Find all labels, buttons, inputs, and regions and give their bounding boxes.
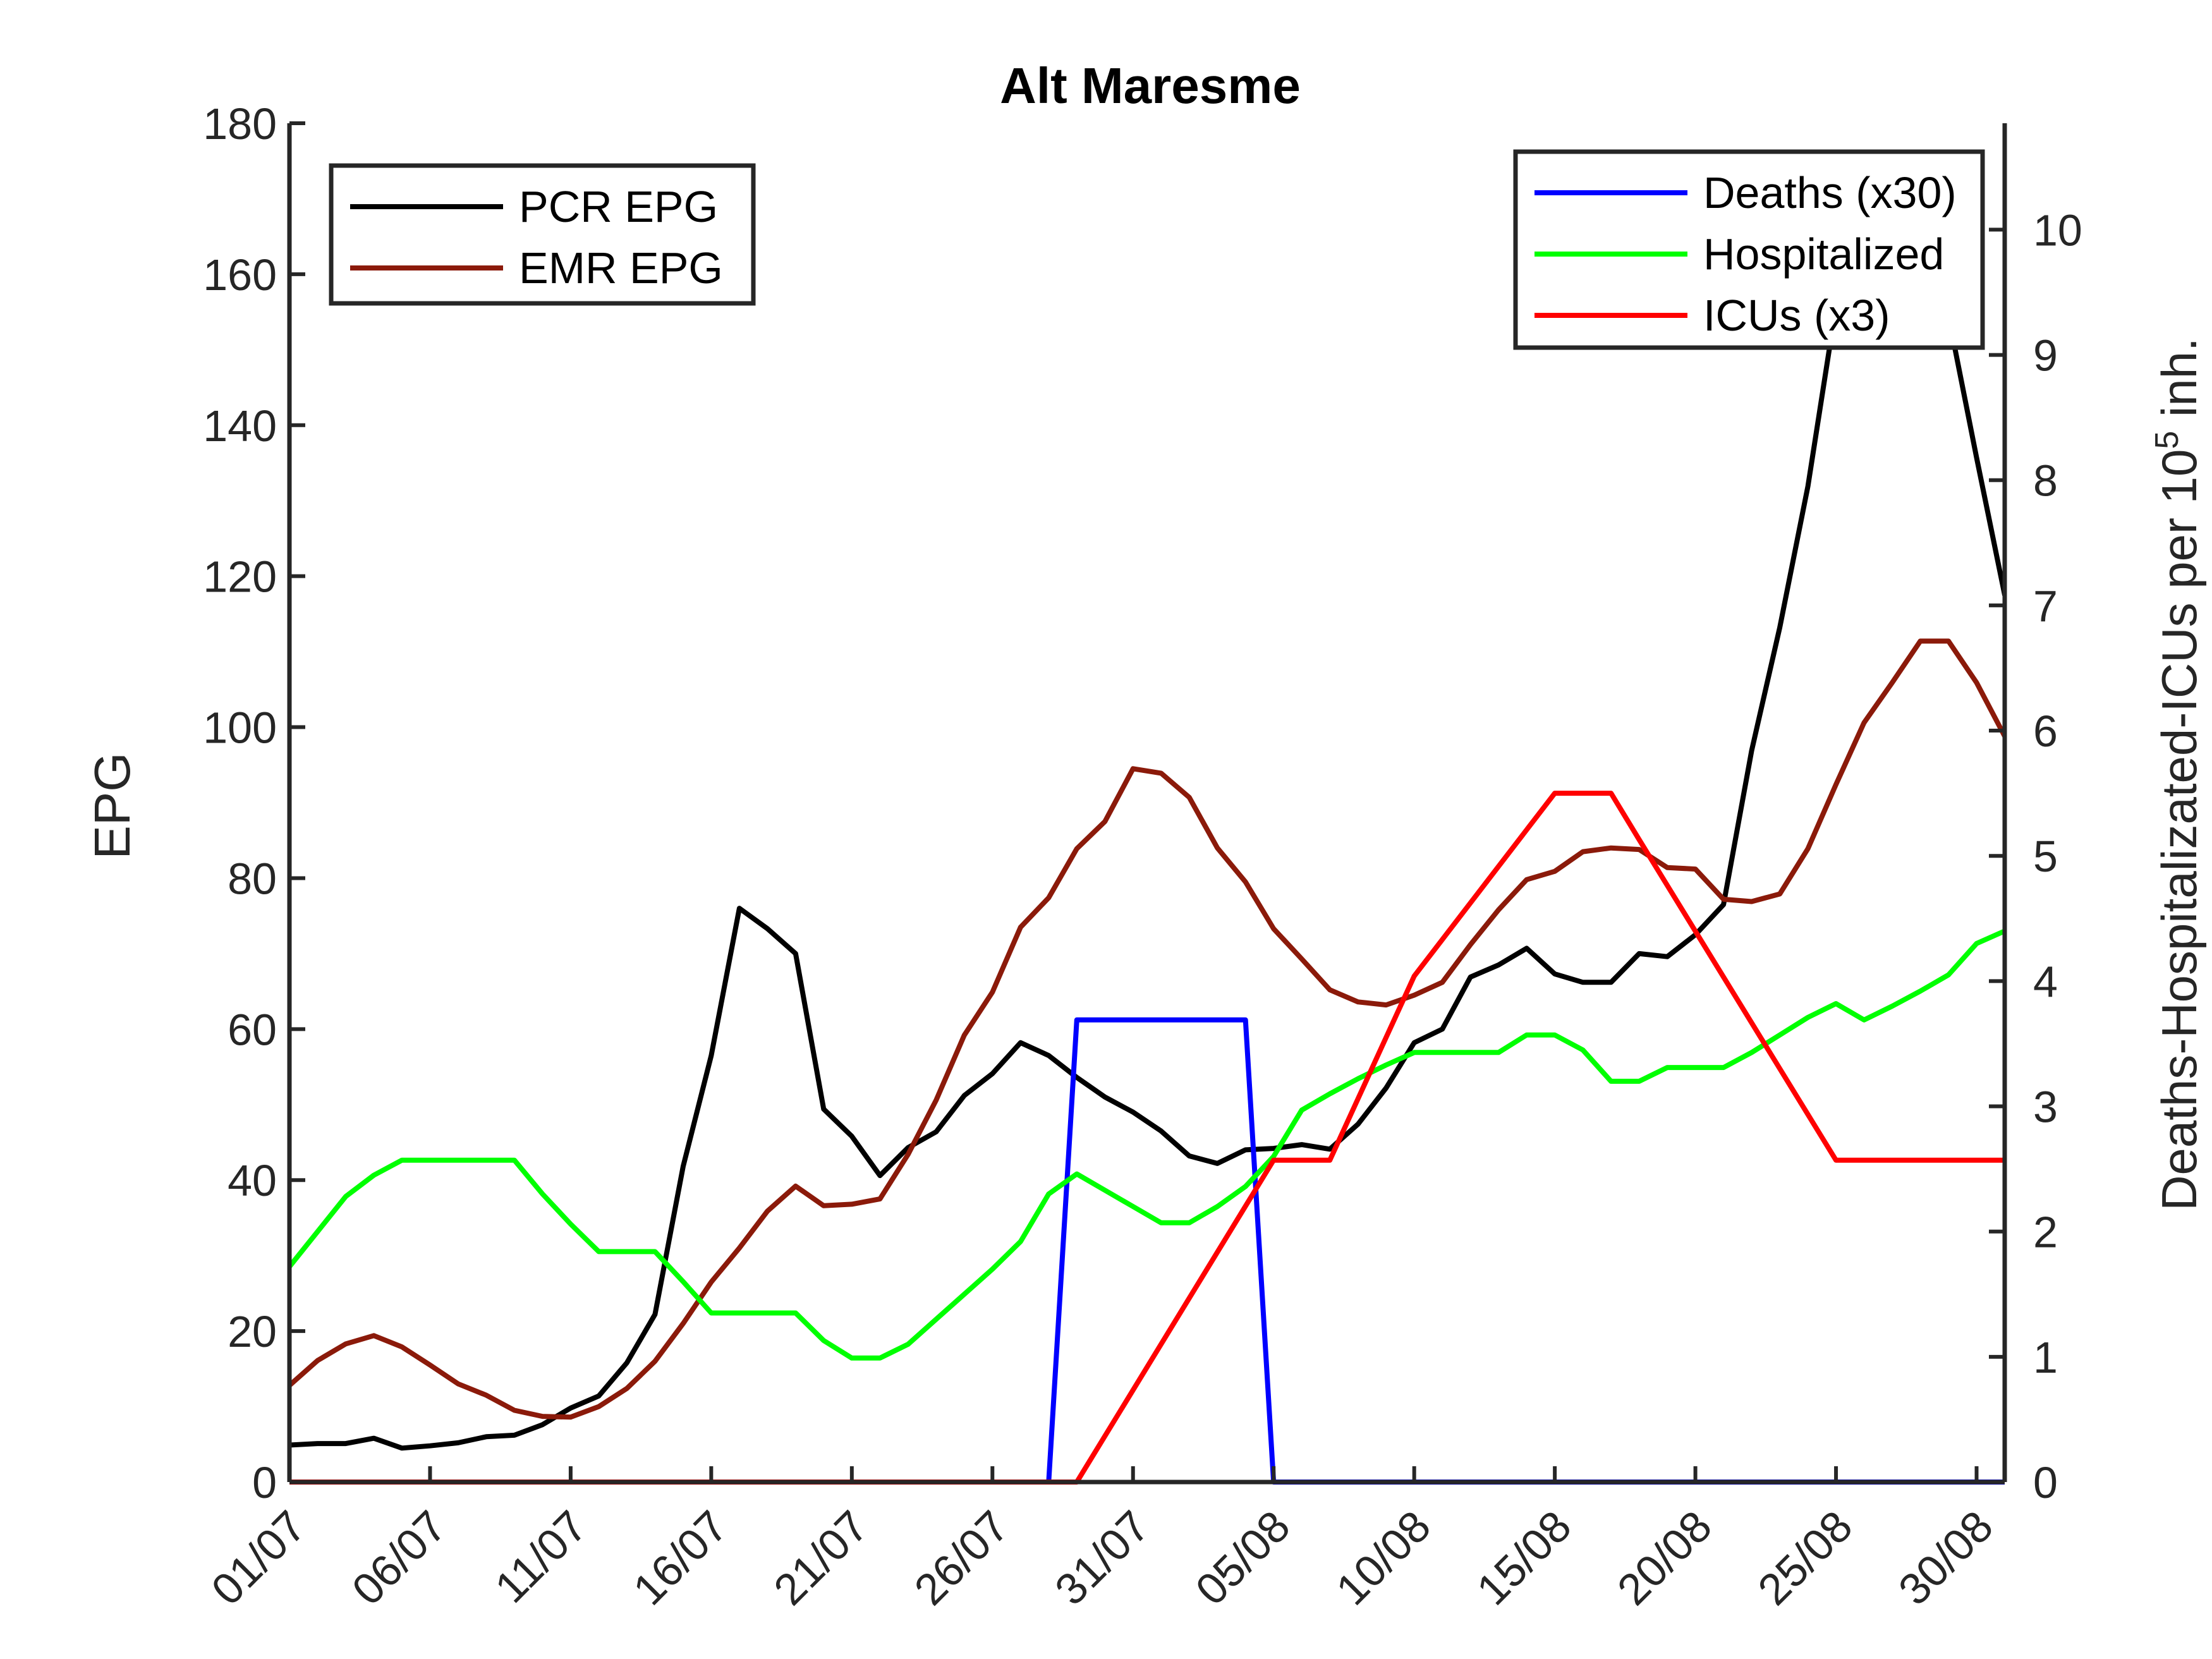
legend-left: PCR EPG EMR EPG [329,163,756,306]
legend-label: EMR EPG [519,243,723,293]
y-right-tick-label: 0 [2033,1458,2058,1507]
y-right-tick-label: 6 [2033,707,2058,756]
y-right-tick-label: 9 [2033,331,2058,380]
y-right-tick-label: 4 [2033,957,2058,1006]
y-left-tick-label: 140 [203,401,277,451]
legend-label: ICUs (x3) [1703,291,1890,340]
legend-label: PCR EPG [519,182,718,231]
y-left-tick-label: 120 [203,552,277,602]
y-right-tick-label: 2 [2033,1208,2058,1257]
y-right-tick-label: 8 [2033,456,2058,506]
y-right-tick-label: 7 [2033,581,2058,631]
y-axis-left-label: EPG [84,753,140,860]
y-axis-right-label-exponent: 5 [2149,431,2185,449]
y-axis-right-label: Deaths-Hospitalizated-ICUs per 105 inh. [2149,337,2207,1211]
series-line-hospitalized [289,928,2005,1361]
y-left-tick-label: 100 [203,703,277,753]
y-left-tick-label: 180 [203,99,277,149]
y-right-tick-label: 10 [2033,205,2082,255]
legend-left-box [329,163,756,306]
y-left-tick-label: 60 [228,1005,277,1054]
y-left-tick-label: 40 [228,1156,277,1205]
y-left-tick-label: 20 [228,1307,277,1356]
y-left-tick-label: 0 [252,1458,277,1507]
y-right-tick-label: 5 [2033,832,2058,881]
y-left-tick-label: 160 [203,250,277,300]
legend-label: Hospitalized [1703,229,1944,279]
y-right-tick-label: 1 [2033,1333,2058,1382]
y-axis-right-label-prefix: Deaths-Hospitalizated-ICUs per 10 [2151,449,2207,1211]
y-axis-right-label-suffix: inh. [2151,337,2207,430]
y-left-tick-label: 80 [228,854,277,903]
legend-right: Deaths (x30) Hospitalized ICUs (x3) [1513,149,1985,350]
series-line-icus-x3 [289,791,2005,1485]
series-line-emr-epg [289,638,2005,1420]
series-line-pcr-epg [289,226,2005,1451]
y-right-tick-label: 3 [2033,1083,2058,1132]
legend-label: Deaths (x30) [1703,168,1957,217]
chart-title: Alt Maresme [1000,58,1301,114]
